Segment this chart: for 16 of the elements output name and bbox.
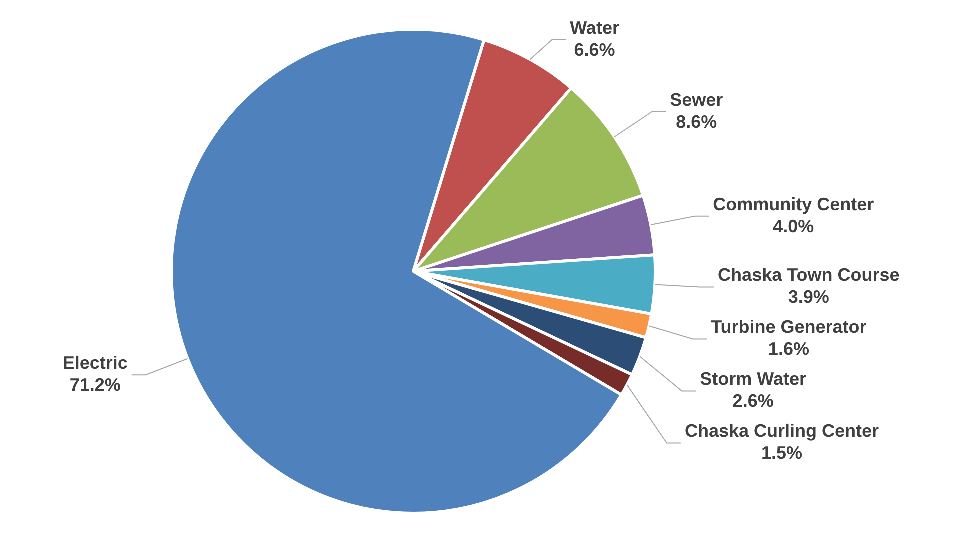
data-label: 4.0%	[773, 216, 814, 236]
data-label: 71.2%	[70, 375, 121, 396]
slice-label: Electric	[62, 353, 128, 374]
slice-label: Turbine Generator	[711, 317, 867, 338]
slice-label: Chaska Town Course	[718, 265, 900, 286]
slice-label: Chaska Curling Center	[684, 421, 879, 442]
slice-label: Storm Water	[700, 369, 807, 390]
slice-label: Sewer	[670, 90, 724, 110]
data-label: 1.5%	[761, 443, 802, 464]
data-label: 1.6%	[768, 339, 810, 360]
slice-label: Community Center	[713, 194, 874, 214]
data-label: 2.6%	[732, 391, 774, 412]
data-label: 8.6%	[676, 112, 718, 132]
data-label: 6.6%	[574, 40, 616, 60]
slice-label: Water	[570, 18, 620, 38]
data-label: 3.9%	[788, 287, 830, 308]
